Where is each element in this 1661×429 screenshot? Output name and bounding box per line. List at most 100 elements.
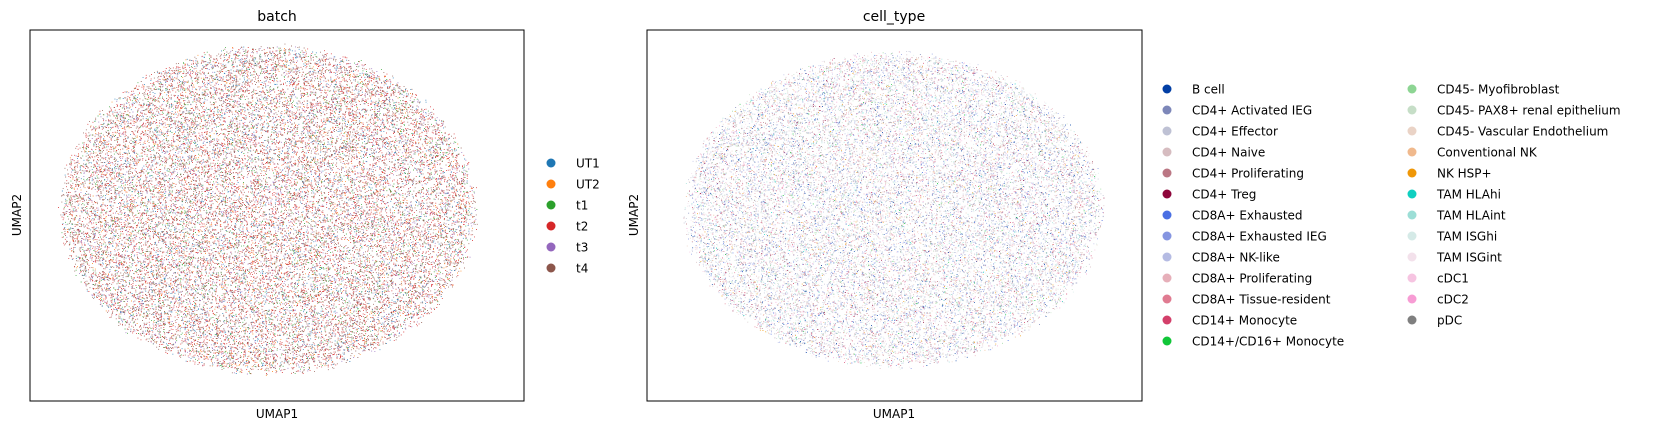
points-cd45-myofibroblast	[708, 67, 1102, 344]
points-cd4-treg	[689, 58, 1071, 347]
legend-item: CD45- Myofibroblast	[1407, 83, 1560, 97]
points-cd45-vascular-endothelium	[688, 58, 1095, 364]
points-tam-hlaint	[694, 59, 1101, 362]
legend-label: CD45- Myofibroblast	[1437, 83, 1560, 97]
points-tam-isgint	[687, 52, 1097, 363]
points-cd8a-tissue-resident	[695, 51, 1081, 365]
legend-item: TAM HLAint	[1407, 209, 1506, 223]
legend-marker	[1407, 252, 1417, 262]
legend-item: CD4+ Activated IEG	[1162, 104, 1312, 118]
legend-item: UT2	[546, 178, 600, 192]
points-t2	[63, 48, 476, 372]
legend-item: cDC2	[1407, 293, 1469, 307]
legend-label: CD8A+ Proliferating	[1192, 272, 1312, 286]
points-tam-isghi	[691, 58, 1094, 353]
y-axis-label: UMAP2	[10, 194, 24, 236]
points-b-cell	[691, 61, 1078, 362]
points-cd8a-nk-like	[692, 62, 1089, 359]
points-cd14-cd16-monocyte	[725, 92, 1085, 348]
points-cd4-proliferating	[683, 56, 1095, 358]
panel-title: cell_type	[863, 9, 925, 25]
points-cd14-monocyte	[721, 63, 1088, 361]
legend-item: CD8A+ Proliferating	[1162, 272, 1312, 286]
legend-marker	[1407, 273, 1417, 283]
points-tam-isghi	[688, 54, 1080, 361]
legend-item: TAM ISGint	[1407, 251, 1502, 265]
points-t1	[61, 47, 478, 370]
points-tam-hlahi	[717, 76, 1016, 343]
legend-item: UT1	[546, 157, 600, 171]
points-cdc2	[695, 64, 1085, 367]
points-t3	[65, 51, 471, 372]
points-t1	[69, 54, 475, 374]
legend-item: CD14+ Monocyte	[1162, 314, 1297, 328]
legend-marker	[1407, 126, 1417, 136]
legend-label: CD4+ Naive	[1192, 146, 1265, 160]
legend-marker	[1162, 252, 1172, 262]
legend-marker	[546, 263, 556, 273]
y-axis-label: UMAP2	[627, 194, 641, 236]
legend-marker	[1162, 231, 1172, 241]
legend-marker	[1162, 105, 1172, 115]
points-cd45-pax8-renal-epithelium	[697, 68, 1097, 361]
points-cd14-monocyte	[698, 65, 1091, 356]
points-tam-hlaint	[699, 61, 1083, 364]
points-nk-hsp-	[698, 66, 1079, 347]
legend-item: CD8A+ Tissue-resident	[1162, 293, 1331, 307]
legend-label: CD14+/CD16+ Monocyte	[1192, 335, 1344, 349]
legend-marker	[546, 221, 556, 231]
points-cd4-activated-ieg	[699, 58, 1093, 353]
legend-item: cDC1	[1407, 272, 1469, 286]
legend-label: B cell	[1192, 83, 1225, 97]
points-ut2	[72, 46, 473, 377]
legend-marker	[1407, 84, 1417, 94]
points-cdc1	[705, 56, 1084, 363]
points-t1	[66, 50, 475, 368]
legend-marker	[546, 179, 556, 189]
legend-item: CD4+ Proliferating	[1162, 167, 1304, 181]
legend-marker	[1407, 147, 1417, 157]
legend-label: CD45- PAX8+ renal epithelium	[1437, 104, 1621, 118]
points-t3	[66, 46, 473, 375]
legend-label: CD14+ Monocyte	[1192, 314, 1297, 328]
points-cdc1	[703, 66, 1097, 368]
legend-marker	[1162, 273, 1172, 283]
points-cd4-naive	[686, 55, 1092, 366]
legend-label: CD8A+ Exhausted IEG	[1192, 230, 1327, 244]
points-cd14-monocyte	[712, 57, 1099, 360]
points-cd8a-tissue-resident	[697, 58, 1073, 362]
legend-marker	[1407, 168, 1417, 178]
points-conventional-nk	[712, 76, 1065, 352]
points-cd4-effector	[687, 57, 1104, 365]
legend-marker	[1407, 189, 1417, 199]
legend-item: t2	[546, 220, 588, 234]
points-cd4-activated-ieg	[700, 54, 1104, 360]
points-cd4-proliferating	[688, 62, 1094, 364]
points-t2	[61, 47, 474, 375]
points-pdc	[700, 69, 1100, 350]
panel-title: batch	[257, 9, 297, 25]
legend-marker	[1407, 105, 1417, 115]
legend-item: CD8A+ Exhausted IEG	[1162, 230, 1327, 244]
legend-label: UT1	[576, 157, 600, 171]
points-cd45-pax8-renal-epithelium	[687, 57, 1099, 368]
points-t4	[60, 45, 478, 372]
points-ut1	[64, 46, 468, 366]
points-cd45-pax8-renal-epithelium	[692, 57, 1096, 359]
legend-label: cDC2	[1437, 293, 1469, 307]
legend-label: CD4+ Proliferating	[1192, 167, 1304, 181]
legend-label: TAM HLAhi	[1436, 188, 1501, 202]
legend: B cell CD4+ Activated IEG CD4+ Effector CD4…	[1162, 83, 1621, 349]
legend-label: CD8A+ Exhausted	[1192, 209, 1303, 223]
points-ut2	[69, 49, 471, 373]
legend-label: TAM ISGint	[1436, 251, 1502, 265]
points-pdc	[733, 63, 1082, 342]
points-t1	[70, 47, 468, 374]
points-pdc	[704, 67, 1077, 354]
legend-label: CD4+ Treg	[1192, 188, 1256, 202]
legend-item: CD4+ Treg	[1162, 188, 1256, 202]
points-cd8a-exhausted-ieg	[692, 60, 1092, 360]
points-t2	[62, 49, 474, 374]
points-cd45-pax8-renal-epithelium	[693, 65, 1093, 365]
legend-marker	[1407, 210, 1417, 220]
